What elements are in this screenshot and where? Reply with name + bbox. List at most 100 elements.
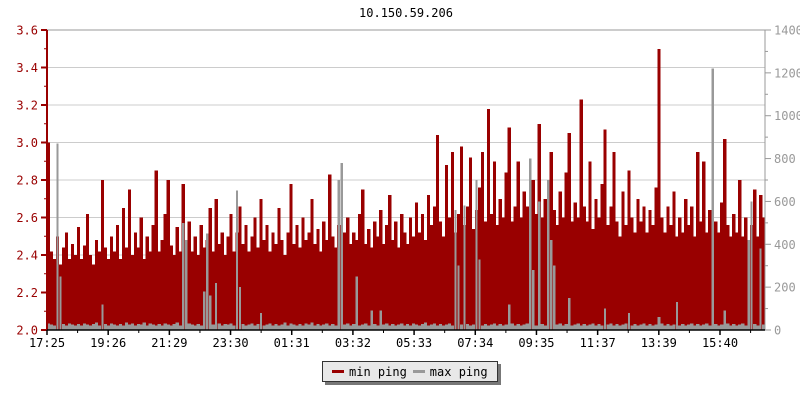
max-ping-bar [475,180,478,330]
y-axis-left-tick-label: 2.0 [16,324,38,338]
min-ping-bar [444,165,449,330]
min-ping-bar [67,258,72,330]
min-ping-bar [259,198,263,330]
y-axis-right-tick-label: 0 [774,324,781,338]
min-ping-bar [394,221,398,330]
min-ping-bar [190,251,194,330]
max-ping-bar [702,324,706,330]
max-ping-bar [154,325,158,330]
max-ping-bar [576,323,580,330]
min-ping-bar [406,243,410,330]
min-ping-bar [492,161,496,330]
max-ping-bar [82,323,87,330]
max-ping-bar [145,325,149,330]
max-ping-bar [79,325,84,330]
min-ping-bar [91,264,96,330]
min-ping-bar [304,240,308,330]
x-axis-tick-label: 05:33 [396,336,432,350]
min-ping-bar [175,226,179,330]
max-ping-bar [435,325,440,330]
max-ping-bar [376,325,380,330]
max-ping-bar [510,323,514,330]
max-ping-bar [624,323,628,330]
max-ping-bar [459,324,464,330]
min-ping-bar [732,213,736,330]
max-ping-bar [394,325,398,330]
min-ping-bar [106,258,111,330]
max-ping-bar [352,324,356,330]
max-ping-bar [645,325,649,330]
max-ping-bar [235,190,239,330]
max-ping-bar [744,325,748,330]
max-ping-bar [711,68,714,331]
min-ping-bar [139,217,143,330]
max-ping-bar [367,325,371,330]
y-axis-left-tick-label: 2.2 [16,286,38,300]
min-ping-bar [426,195,431,330]
max-ping-bar [579,325,583,330]
x-axis-tick-label: 19:26 [90,336,126,350]
max-ping-bar [271,325,275,330]
min-ping-bar [301,217,305,330]
max-ping-bar [657,317,661,330]
max-ping-bar [492,323,496,330]
min-ping-bar [723,138,727,330]
min-ping-bar [232,251,236,330]
min-ping-bar [498,198,502,330]
min-ping-bar [316,228,320,330]
max-ping-bar [411,323,416,330]
max-ping-bar [483,324,488,330]
max-ping-bar [666,324,670,330]
min-ping-bar [364,243,368,330]
min-ping-bar [684,198,688,330]
min-ping-bar [561,217,565,330]
y-axis-left-tick-label: 3.4 [16,61,38,75]
max-ping-bar [298,324,302,330]
min-ping-bar [343,232,347,330]
max-ping-bar [265,324,269,330]
max-ping-bar [759,248,762,330]
max-ping-bar [429,324,434,330]
min-ping-bar [133,232,137,330]
min-ping-bar [187,221,191,330]
min-ping-bar [61,247,66,330]
max-ping-bar [182,222,185,330]
min-ping-bar [202,247,206,330]
max-ping-bar [538,201,541,330]
max-ping-bar [85,324,90,330]
max-ping-bar [406,324,410,330]
min-ping-bar [570,221,574,330]
y-axis-left-tick-label: 2.8 [16,174,38,188]
max-ping-bar [136,324,140,330]
min-ping-bar [420,213,425,330]
max-ping-bar [169,325,173,330]
max-ping-bar [426,325,431,330]
min-ping-bar [675,236,679,330]
max-ping-bar [762,324,766,330]
max-ping-bar [529,158,532,330]
max-ping-bar [597,324,601,330]
min-ping-bar [435,135,440,330]
max-ping-bar [432,323,437,330]
max-ping-bar [504,324,508,330]
min-ping-bar [289,183,293,330]
min-ping-bar [690,206,694,330]
min-ping-bar [756,236,760,330]
max-ping-bar [241,324,245,330]
max-ping-bar [73,325,78,330]
max-ping-bar [76,324,81,330]
min-ping-bar [208,208,212,330]
min-ping-bar [130,255,135,330]
max-ping-bar [382,324,386,330]
x-axis-tick-label: 15:40 [702,336,738,350]
max-ping-bar [444,324,449,330]
max-ping-bar [516,324,520,330]
min-ping-bar [627,170,631,330]
min-ping-bar [414,202,419,330]
max-ping-bar [534,325,538,330]
max-ping-bar [310,322,314,330]
min-ping-bar [753,189,757,330]
max-ping-bar [630,325,634,330]
min-ping-bar [295,225,299,330]
